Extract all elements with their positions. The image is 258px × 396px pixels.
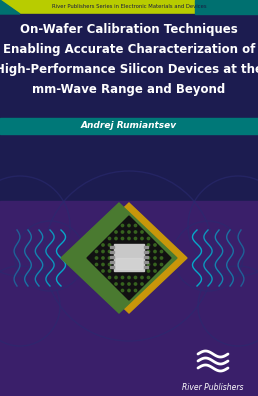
Bar xyxy=(110,261,114,263)
Bar xyxy=(144,255,148,258)
Circle shape xyxy=(108,250,111,253)
Circle shape xyxy=(141,276,143,279)
Circle shape xyxy=(108,263,111,266)
Circle shape xyxy=(108,257,111,259)
Polygon shape xyxy=(87,216,171,300)
Bar xyxy=(110,246,114,248)
Circle shape xyxy=(147,250,150,253)
Bar xyxy=(195,0,258,14)
Bar xyxy=(144,251,148,253)
Polygon shape xyxy=(0,0,20,14)
Circle shape xyxy=(121,231,124,233)
Circle shape xyxy=(128,231,130,233)
Circle shape xyxy=(147,237,150,240)
Circle shape xyxy=(147,244,150,246)
Circle shape xyxy=(95,263,98,266)
Circle shape xyxy=(147,263,150,266)
Circle shape xyxy=(102,250,104,253)
Circle shape xyxy=(108,244,111,246)
Circle shape xyxy=(128,224,130,227)
Circle shape xyxy=(102,263,104,266)
Circle shape xyxy=(115,237,117,240)
Circle shape xyxy=(102,244,104,246)
Bar xyxy=(0,14,258,131)
Circle shape xyxy=(160,257,163,259)
Bar xyxy=(0,118,258,134)
Circle shape xyxy=(154,263,156,266)
Bar xyxy=(110,255,114,258)
Circle shape xyxy=(147,276,150,279)
Circle shape xyxy=(128,237,130,240)
Circle shape xyxy=(147,270,150,272)
Circle shape xyxy=(121,237,124,240)
Circle shape xyxy=(108,276,111,279)
Bar xyxy=(110,265,114,268)
Circle shape xyxy=(121,289,124,292)
Bar xyxy=(144,265,148,268)
Circle shape xyxy=(154,244,156,246)
Circle shape xyxy=(128,276,130,279)
Circle shape xyxy=(154,257,156,259)
Circle shape xyxy=(147,257,150,259)
Circle shape xyxy=(141,237,143,240)
Circle shape xyxy=(160,263,163,266)
Circle shape xyxy=(160,250,163,253)
Circle shape xyxy=(134,237,137,240)
Bar xyxy=(116,258,142,269)
Circle shape xyxy=(102,257,104,259)
Bar xyxy=(0,201,258,396)
Circle shape xyxy=(141,231,143,233)
Circle shape xyxy=(154,270,156,272)
Circle shape xyxy=(134,276,137,279)
Circle shape xyxy=(121,283,124,285)
Bar xyxy=(0,0,258,201)
Bar xyxy=(114,244,144,271)
Circle shape xyxy=(134,231,137,233)
Circle shape xyxy=(108,270,111,272)
Circle shape xyxy=(121,276,124,279)
Circle shape xyxy=(128,289,130,292)
Circle shape xyxy=(134,283,137,285)
Circle shape xyxy=(115,283,117,285)
Circle shape xyxy=(128,283,130,285)
Circle shape xyxy=(115,231,117,233)
Bar xyxy=(144,261,148,263)
Circle shape xyxy=(154,250,156,253)
Circle shape xyxy=(102,270,104,272)
Polygon shape xyxy=(71,203,187,313)
Circle shape xyxy=(108,237,111,240)
Text: River Publishers: River Publishers xyxy=(182,383,244,392)
Text: mm-Wave Range and Beyond: mm-Wave Range and Beyond xyxy=(32,84,226,97)
Circle shape xyxy=(134,224,137,227)
Bar xyxy=(0,0,258,14)
Bar xyxy=(110,251,114,253)
Circle shape xyxy=(134,289,137,292)
Circle shape xyxy=(141,283,143,285)
Circle shape xyxy=(95,257,98,259)
Text: On-Wafer Calibration Techniques: On-Wafer Calibration Techniques xyxy=(20,23,238,36)
Circle shape xyxy=(95,250,98,253)
Text: River Publishers Series in Electronic Materials and Devices: River Publishers Series in Electronic Ma… xyxy=(52,4,206,10)
Text: High-Performance Silicon Devices at the: High-Performance Silicon Devices at the xyxy=(0,63,258,76)
Text: Enabling Accurate Characterization of: Enabling Accurate Characterization of xyxy=(3,44,255,57)
Text: Andrej Rumiantsev: Andrej Rumiantsev xyxy=(81,122,177,131)
Bar xyxy=(144,246,148,248)
Polygon shape xyxy=(61,203,177,313)
Circle shape xyxy=(121,224,124,227)
Circle shape xyxy=(115,276,117,279)
